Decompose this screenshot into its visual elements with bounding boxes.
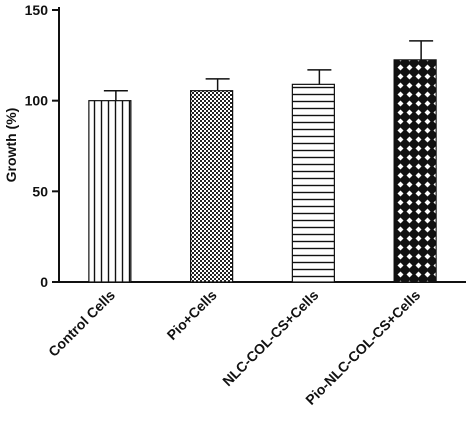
error-bars [103, 40, 434, 101]
y-tick-label: 100 [25, 93, 49, 109]
x-tick-label: Pio-NLC-COL-CS+Cells [302, 287, 423, 408]
x-tick-label: NLC-COL-CS+Cells [219, 287, 321, 389]
bar-2 [190, 90, 234, 283]
bars [88, 59, 437, 283]
y-axis-title: Growth (%) [3, 108, 19, 183]
bar-1 [88, 100, 132, 283]
y-tick-label: 50 [32, 183, 48, 199]
x-tick-label: Pio+Cells [164, 287, 220, 343]
y-tick-label: 150 [25, 2, 49, 18]
bar-4 [393, 59, 437, 283]
x-tick-label: Control Cells [45, 287, 118, 360]
bar-3 [291, 83, 335, 283]
y-tick-label: 0 [40, 274, 48, 290]
x-tick-labels: Control Cells Pio+Cells NLC-COL-CS+CellsPi… [45, 287, 423, 408]
y-ticks: 0 50 100 150 [25, 2, 59, 290]
